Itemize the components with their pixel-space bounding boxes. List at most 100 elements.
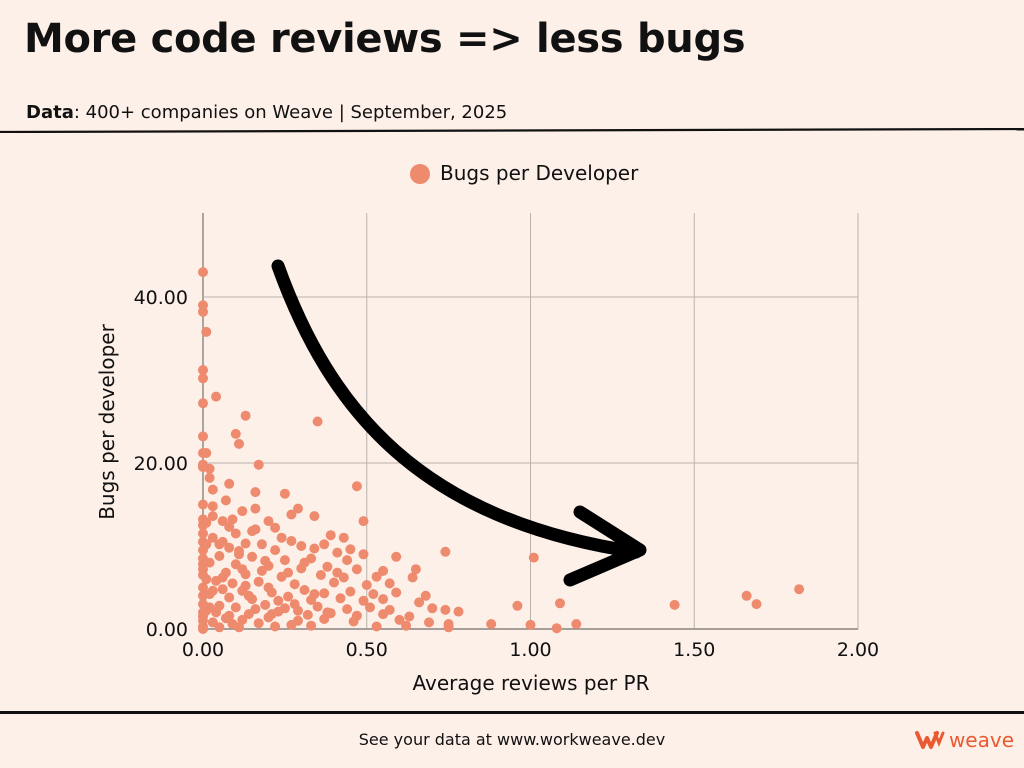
data-point [207,511,218,522]
data-point [224,478,235,489]
data-point [325,530,336,541]
data-point [329,577,339,588]
data-point [198,607,208,618]
y-tick-label: 20.00 [134,453,188,475]
data-point [486,619,497,629]
data-point [207,501,218,512]
data-point [401,620,412,631]
data-point [204,472,215,483]
data-point [198,499,208,510]
data-point [358,549,369,560]
data-point [253,576,264,587]
y-axis-label: Bugs per developer [95,323,119,519]
data-point [286,509,297,520]
data-point [211,391,222,402]
data-point [296,541,307,551]
legend: Bugs per Developer [410,161,639,185]
data-point [751,599,762,610]
data-point [217,572,228,583]
data-point [237,506,248,517]
data-point [293,605,303,616]
data-point [263,582,274,593]
data-point [427,603,438,614]
data-point [256,539,267,550]
data-point [217,516,228,527]
data-point [234,622,244,633]
data-point [345,586,356,597]
subtitle-text: : 400+ companies on Weave | September, 2… [73,102,508,123]
data-point [378,565,389,576]
data-point [198,267,208,278]
data-point [260,555,271,566]
data-point [260,599,271,610]
data-point [214,551,225,561]
data-point [198,365,208,375]
data-point [227,514,238,525]
data-point [410,564,421,575]
subtitle-label: Data [26,102,74,123]
footer-link-text[interactable]: See your data at www.workweave.dev [358,730,666,749]
data-point [253,459,264,470]
data-point [237,564,248,575]
data-point [384,578,395,589]
data-point [306,620,317,631]
data-point [224,521,235,532]
data-point [198,559,208,570]
data-point [299,585,310,595]
data-point [319,588,330,599]
data-point [528,552,539,563]
data-point [230,602,241,613]
data-point [332,567,343,578]
data-point [286,619,297,630]
data-point [440,604,451,615]
weave-logo: weave [914,728,1014,752]
y-tick-label: 40.00 [134,287,188,309]
data-point [378,594,389,605]
data-point [201,517,212,528]
data-point [198,615,208,626]
data-point [283,591,294,602]
data-point [224,592,235,603]
data-point [322,561,333,572]
data-point [335,593,346,604]
data-point [198,582,208,593]
top-divider [0,128,1024,133]
data-point [224,542,235,553]
data-point [240,410,251,421]
arrow-curve [271,259,643,559]
data-point [424,617,434,628]
data-point [348,616,359,627]
data-point [270,545,281,556]
data-point [217,536,228,547]
data-point [420,590,431,601]
data-point [270,621,281,632]
data-point [365,602,375,613]
data-point [443,622,454,633]
weave-logo-icon [914,731,945,749]
data-point [217,584,228,595]
data-point [279,555,290,566]
data-point [283,567,294,578]
data-point [525,619,536,630]
data-point [250,503,261,514]
data-point [207,532,218,543]
data-point [198,590,208,601]
data-point [234,549,244,560]
data-point [230,428,241,439]
data-point [250,487,261,498]
data-point [198,373,208,384]
data-point [286,536,297,546]
data-point [404,611,415,622]
bottom-divider [0,711,1024,714]
data-point [669,599,680,610]
x-axis-label: Average reviews per PR [413,671,650,695]
data-point [342,604,353,615]
data-point [391,587,402,598]
data-points [198,267,805,634]
data-point [227,578,238,589]
data-point [322,607,333,618]
data-point [224,610,235,621]
x-tick-label: 1.00 [509,639,551,661]
data-point [256,565,267,576]
data-point [207,484,218,495]
